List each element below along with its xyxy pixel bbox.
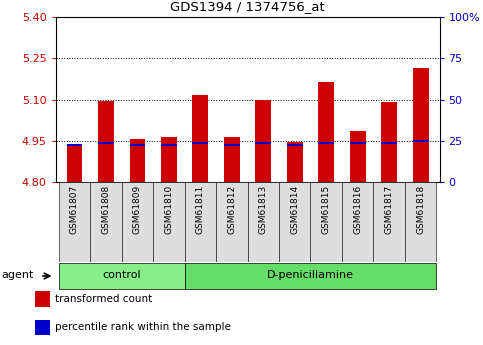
FancyBboxPatch shape (122, 182, 153, 262)
Text: GSM61814: GSM61814 (290, 184, 299, 234)
Bar (161, 137, 177, 182)
Bar (287, 142, 303, 182)
Bar (381, 102, 397, 182)
FancyBboxPatch shape (248, 182, 279, 262)
Text: GSM61812: GSM61812 (227, 184, 236, 234)
Bar (256, 142, 271, 144)
Text: percentile rank within the sample: percentile rank within the sample (55, 322, 231, 332)
Bar (381, 142, 397, 144)
FancyBboxPatch shape (405, 182, 436, 262)
Text: transformed count: transformed count (55, 294, 152, 304)
Bar (413, 68, 428, 182)
Bar (318, 82, 334, 182)
Bar (413, 140, 428, 142)
FancyBboxPatch shape (153, 182, 185, 262)
FancyBboxPatch shape (311, 182, 342, 262)
FancyBboxPatch shape (90, 182, 122, 262)
FancyBboxPatch shape (373, 182, 405, 262)
FancyBboxPatch shape (59, 263, 185, 289)
Text: GSM61816: GSM61816 (353, 184, 362, 234)
Bar (129, 144, 145, 146)
Bar (350, 131, 366, 182)
Bar (350, 142, 366, 144)
Bar (192, 142, 208, 144)
Text: GSM61807: GSM61807 (70, 184, 79, 234)
Bar (256, 99, 271, 182)
Bar (67, 144, 82, 146)
FancyBboxPatch shape (216, 182, 248, 262)
Text: control: control (102, 270, 141, 280)
Bar (98, 142, 114, 144)
Text: GSM61810: GSM61810 (164, 184, 173, 234)
FancyBboxPatch shape (279, 182, 311, 262)
Bar (67, 145, 82, 182)
Text: D-penicillamine: D-penicillamine (267, 270, 354, 280)
FancyBboxPatch shape (185, 182, 216, 262)
Text: GSM61808: GSM61808 (101, 184, 111, 234)
Bar (224, 137, 240, 182)
Bar (192, 95, 208, 182)
Text: GSM61818: GSM61818 (416, 184, 425, 234)
Text: GSM61811: GSM61811 (196, 184, 205, 234)
FancyBboxPatch shape (59, 182, 90, 262)
Bar (287, 144, 303, 146)
Bar (318, 142, 334, 144)
Text: GSM61813: GSM61813 (259, 184, 268, 234)
Bar (129, 139, 145, 182)
FancyBboxPatch shape (185, 263, 436, 289)
Title: GDS1394 / 1374756_at: GDS1394 / 1374756_at (170, 0, 325, 13)
Bar (161, 144, 177, 146)
Text: GSM61815: GSM61815 (322, 184, 331, 234)
Bar (98, 101, 114, 182)
Bar (35, 291, 50, 306)
Bar (35, 320, 50, 335)
Text: agent: agent (1, 269, 33, 279)
Bar (224, 144, 240, 146)
Text: GSM61817: GSM61817 (384, 184, 394, 234)
FancyBboxPatch shape (342, 182, 373, 262)
Text: GSM61809: GSM61809 (133, 184, 142, 234)
